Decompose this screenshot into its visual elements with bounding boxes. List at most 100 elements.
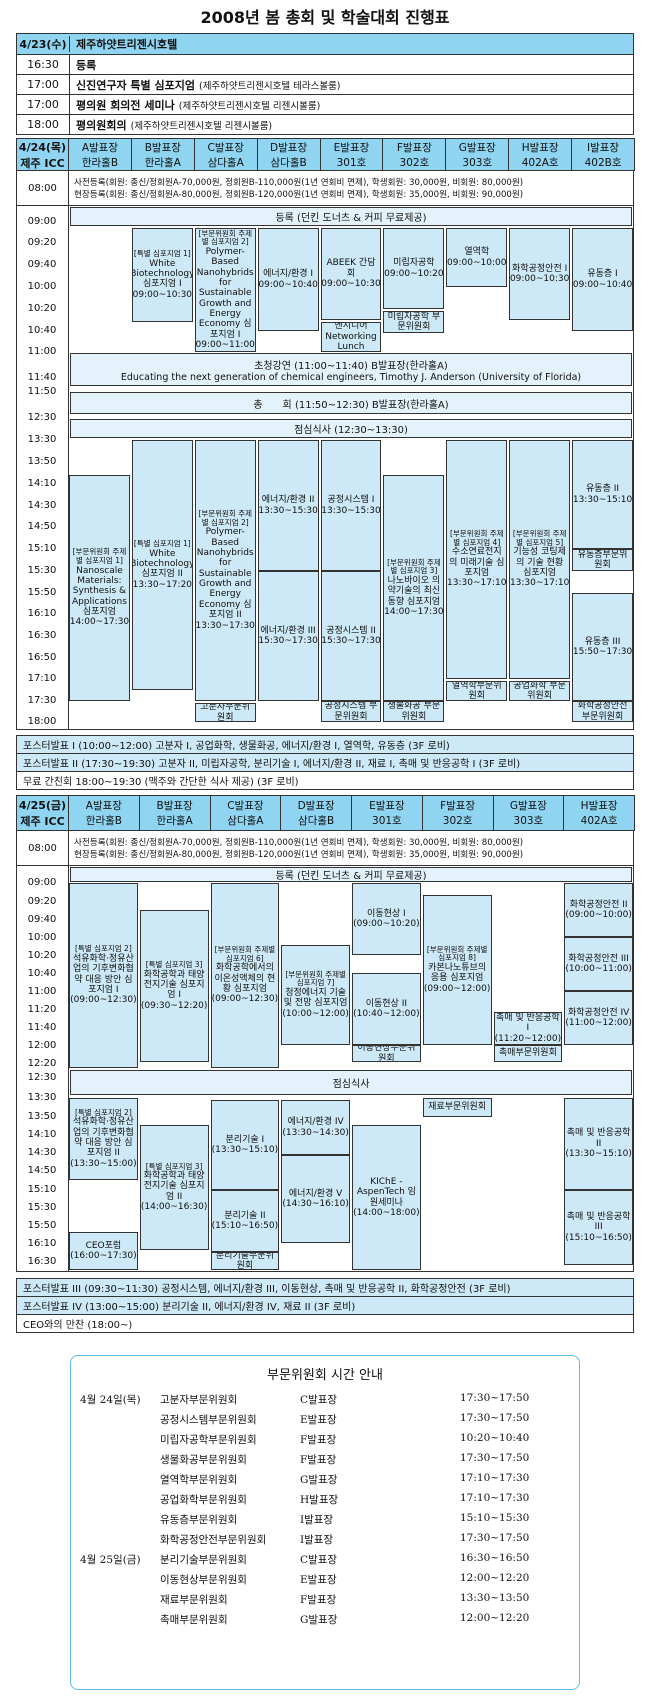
page-title: 2008년 봄 총회 및 학술대회 진행표 bbox=[200, 8, 450, 27]
room-header: B발표장 한라홀A bbox=[130, 138, 195, 171]
room-header: A발표장 한라홀B bbox=[68, 138, 132, 171]
committee-day: 4월 24일(목) bbox=[80, 1394, 141, 1406]
session-block: 고분자부문위원회 bbox=[194, 703, 256, 722]
day-header: 4/25(금) 제주 ICC bbox=[16, 795, 69, 831]
time: 18:00 bbox=[17, 115, 70, 134]
session-block: 화학공정안전 III (10:00~11:00) bbox=[564, 937, 633, 991]
registration: 사전등록(회원: 종신/정회원A-70,000원, 정회원B-110,000원(… bbox=[68, 830, 634, 866]
session-time: (09:30~12:20) bbox=[140, 1000, 208, 1011]
time-label: 14:30 bbox=[27, 1147, 57, 1158]
session-block: 재료부문위원회 bbox=[422, 1098, 492, 1117]
session-title: 생물화공 부문위원회 bbox=[387, 701, 441, 722]
session-title: Nanoscale Materials: Synthesis & Applica… bbox=[71, 565, 127, 617]
session-time: (09:00~12:30) bbox=[211, 994, 279, 1005]
room-hall: 303호 bbox=[462, 156, 493, 169]
session-block: 유동층부문위원회 bbox=[572, 549, 633, 571]
committee-room: F발표장 bbox=[300, 1594, 337, 1606]
session-title: 화학공정안전 I bbox=[512, 263, 568, 274]
event: 평의원 회의전 세미나 bbox=[76, 98, 175, 112]
event-note: (제주하얏트리젠시호텔 테라스볼룸) bbox=[198, 80, 341, 92]
session-block: 에너지/환경 I (09:00~10:40) bbox=[257, 228, 319, 331]
session-block: 공정시스템 I (13:30~15:30) bbox=[320, 440, 382, 571]
committee-box bbox=[70, 1355, 580, 1690]
room-hall: 한라홀A bbox=[156, 815, 193, 827]
committee-room: E발표장 bbox=[300, 1574, 337, 1586]
day-header: 4/23(수) 제주하얏트리젠시호텔 bbox=[16, 33, 634, 55]
session-block: 이동현상 I (09:00~10:20) bbox=[352, 883, 421, 955]
session-tag: [특별 심포지엄 2] bbox=[74, 1107, 132, 1117]
banner-line: Educating the next generation of chemica… bbox=[120, 371, 582, 383]
session-time: (14:00~17:30) bbox=[69, 617, 130, 628]
room-header: A발표장 한라홀B bbox=[68, 795, 140, 831]
session-block: 에너지/환경 II (13:30~15:30) bbox=[257, 440, 319, 571]
session-block: 공정시스템 부문위원회 bbox=[320, 701, 382, 722]
registration-line: 현장등록(회원: 종신/정회원A-80,000원, 정회원B-120,000원(… bbox=[74, 850, 524, 860]
committee-room: H발표장 bbox=[300, 1494, 339, 1506]
room-header: B발표장 한라홀A bbox=[138, 795, 211, 831]
session-time: (14:00~18:00) bbox=[353, 1207, 420, 1218]
session-time: (13:30~15:10) bbox=[572, 494, 633, 505]
time-label: 11:40 bbox=[27, 372, 57, 383]
committee-name: 고분자부문위원회 bbox=[160, 1394, 238, 1406]
time-label: 17:30 bbox=[27, 695, 57, 706]
session-tag: [부문위원회 주제별 심포지엄 6] bbox=[214, 945, 276, 963]
session-time: (13:30~17:10) bbox=[509, 578, 571, 589]
room-name: I발표장 bbox=[587, 141, 620, 154]
session-title: 화학공정안전 IV bbox=[567, 1007, 630, 1018]
session-time: (09:00~10:00) bbox=[565, 910, 632, 920]
room-header: E발표장 301호 bbox=[351, 795, 423, 831]
time-label: 10:40 bbox=[27, 325, 57, 336]
session-title: 촉매 및 반응공학 III bbox=[566, 1211, 631, 1233]
time-label: 16:30 bbox=[27, 1256, 57, 1267]
session-time: (13:30~17:10) bbox=[446, 578, 508, 589]
committee-name: 공업화학부문위원회 bbox=[160, 1494, 247, 1506]
room-header: F발표장 302호 bbox=[421, 795, 494, 831]
session-time: (15:10~16:50) bbox=[565, 1232, 632, 1243]
session-title: 에너지/환경 III bbox=[260, 625, 316, 636]
session-title: 공정시스템 I bbox=[327, 495, 375, 506]
time: 16:30 bbox=[17, 55, 70, 74]
banner: 등록 (던킨 도너츠 & 커피 무료제공) bbox=[70, 867, 632, 882]
session-time: (09:00~10:00) bbox=[446, 257, 508, 268]
session-title: 분리기술부문위원회 bbox=[215, 1252, 274, 1270]
session-block: 미립자공학 부문위원회 bbox=[383, 311, 445, 333]
banner: 점심식사 bbox=[70, 1070, 632, 1095]
session-time: (09:00~10:40) bbox=[257, 279, 319, 290]
session-title: 미립자공학 부문위원회 bbox=[387, 311, 441, 332]
day-header: 4/24(목) 제주 ICC bbox=[16, 138, 69, 171]
committee-room: C발표장 bbox=[300, 1394, 338, 1406]
room-header: D발표장 삼다홀B bbox=[256, 138, 321, 171]
room-name: A발표장 bbox=[85, 800, 122, 812]
time-label: 13:50 bbox=[27, 456, 57, 467]
session-title: 공정시스템 부문위원회 bbox=[324, 701, 378, 722]
session-block: [특별 심포지엄 3] 화학공학과 태양전지기술 심포지엄 II (14:00~16… bbox=[139, 1125, 209, 1250]
session-block: 미립자공학 (09:00~10:20) bbox=[383, 228, 445, 309]
committee-name: 유동층부문위원회 bbox=[160, 1514, 238, 1526]
time-label: 14:50 bbox=[27, 1165, 57, 1176]
banner: 총 회 (11:50~12:30) B발표장(한라홀A) bbox=[70, 392, 632, 414]
session-title: 미립자공학 bbox=[393, 258, 435, 269]
committee-room: G발표장 bbox=[300, 1614, 338, 1626]
session-block: [부문위원회 주제별 심포지엄 1] Nanoscale Materials: S… bbox=[69, 475, 130, 701]
time-label: 09:40 bbox=[27, 914, 57, 925]
session-title: 에너지/환경 V bbox=[288, 1188, 343, 1199]
session-block: 유동층 I (09:00~10:40) bbox=[572, 228, 633, 331]
session-time: (13:30~15:10) bbox=[211, 1145, 279, 1155]
session-block: 촉매 및 반응공학 II (13:30~15:10) bbox=[564, 1098, 633, 1190]
time-label: 15:10 bbox=[27, 543, 57, 554]
session-title: ABEEK 간담회 bbox=[326, 258, 376, 279]
grid-frame bbox=[68, 865, 634, 1272]
time-label: 13:30 bbox=[27, 1092, 57, 1103]
session-title: 화학공학과 태양전지기술 심포지엄 I bbox=[143, 969, 205, 1001]
room-header: G발표장 303호 bbox=[492, 795, 565, 831]
committee-room: I발표장 bbox=[300, 1534, 334, 1546]
session-time: (13:30~15:30) bbox=[320, 505, 382, 516]
event-note: (제주하얏트리젠시호텔 리젠시볼룸) bbox=[178, 100, 321, 112]
session-block: [특별 심포지엄 2] 석유화학·정유산업의 기후변화협약 대응 방안 심포지엄 … bbox=[69, 1098, 138, 1180]
banner-line: 등록 (던킨 도너츠 & 커피 무료제공) bbox=[275, 871, 427, 882]
time-label: 11:20 bbox=[27, 1004, 57, 1015]
session-tag: [부문위원회 주제별 심포지엄 2] bbox=[198, 509, 253, 527]
room-hall: 삼다홀A bbox=[227, 815, 264, 827]
poster-row: 포스터발표 I (10:00~12:00) 고분자 I, 공업화학, 생물화공,… bbox=[16, 735, 634, 754]
committee-room: C발표장 bbox=[300, 1554, 338, 1566]
